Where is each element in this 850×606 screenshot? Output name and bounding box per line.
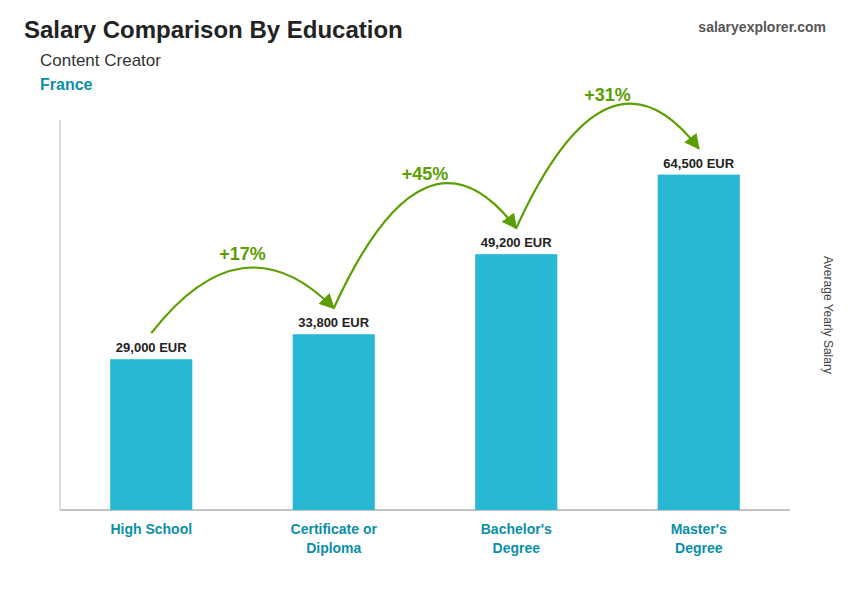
value-label: 33,800 EUR (298, 315, 369, 330)
x-tick-label: Master'sDegree (671, 521, 727, 556)
source: salaryexplorer.com (698, 19, 826, 35)
y-axis-line (60, 120, 61, 510)
x-tick-label: Bachelor'sDegree (481, 521, 552, 556)
arrow (334, 183, 517, 308)
annotation: +17% (219, 244, 266, 264)
bar (658, 175, 740, 510)
arrow (516, 104, 699, 229)
x-tick-label: Certificate orDiploma (291, 521, 378, 556)
annotation: +31% (584, 85, 631, 105)
bar (110, 359, 192, 510)
value-label: 49,200 EUR (481, 235, 552, 250)
bars (110, 175, 740, 510)
title: Salary Comparison By Education (24, 16, 403, 43)
x-tick-label: High School (110, 521, 192, 537)
bar (293, 334, 375, 510)
chart: Salary Comparison By Education Content Cr… (0, 0, 850, 606)
bar (475, 254, 557, 510)
value-label: 29,000 EUR (116, 340, 187, 355)
arrow (151, 267, 334, 333)
subtitle: Content Creator (40, 51, 161, 70)
annotation: +45% (402, 164, 449, 184)
country: France (40, 76, 93, 93)
y-axis-label: Average Yearly Salary (821, 256, 835, 374)
value-label: 64,500 EUR (663, 156, 734, 171)
